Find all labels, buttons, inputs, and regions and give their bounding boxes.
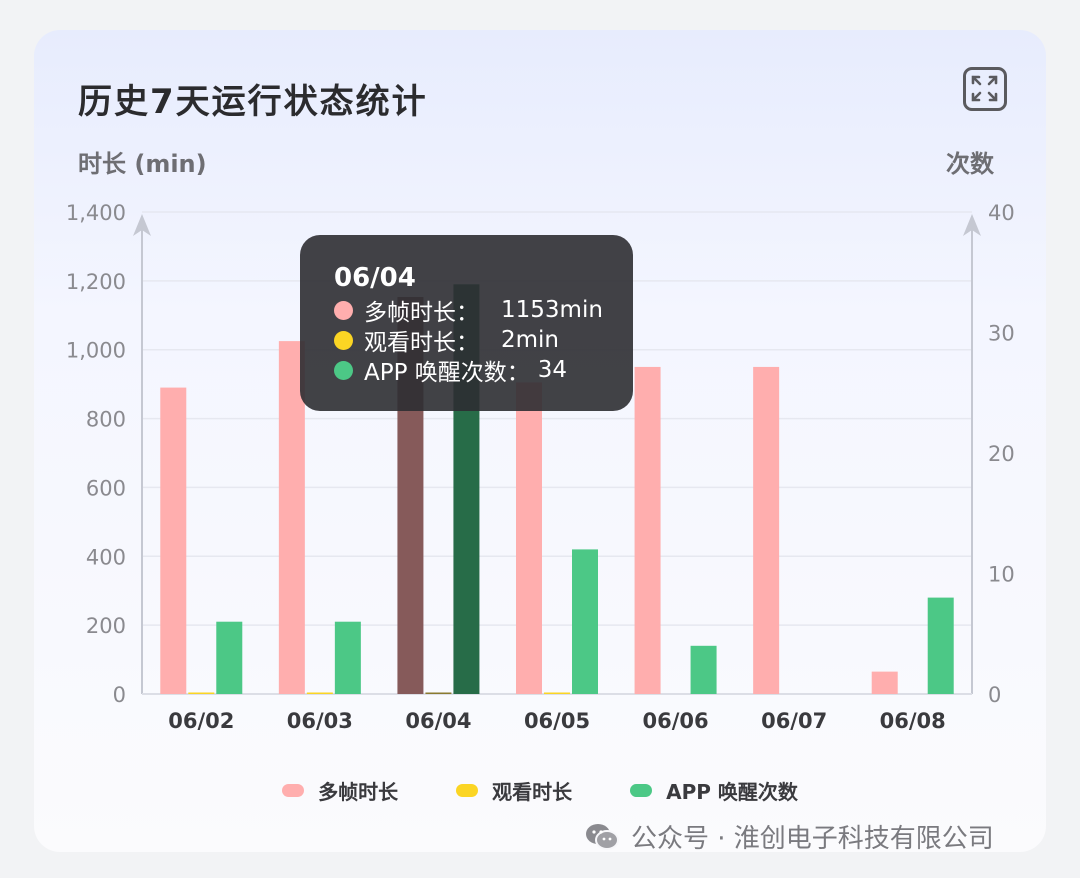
legend-item-watch[interactable]: 观看时长 (456, 776, 572, 805)
left-tick-label: 0 (113, 683, 126, 707)
left-tick-label: 1,400 (66, 201, 126, 225)
right-tick-label: 40 (988, 201, 1015, 225)
bar-app-wake (334, 621, 361, 694)
bar-multi-frame (160, 387, 187, 694)
legend-swatch (456, 784, 479, 797)
bar-app-wake (216, 621, 243, 694)
chart-tooltip: 06/04 多帧时长： 1153min 观看时长： 2min APP 唤醒次数：… (300, 235, 633, 411)
bar-app-wake (927, 597, 954, 694)
tooltip-dot-wake (334, 360, 353, 380)
left-tick-label: 200 (86, 614, 126, 638)
left-axis-unit: 时长 (min) (78, 150, 207, 178)
tooltip-dot-watch (334, 330, 353, 350)
x-tick-label: 06/03 (287, 709, 353, 733)
left-tick-label: 1,200 (66, 270, 126, 294)
chart-legend: 多帧时长 观看时长 APP 唤醒次数 (0, 776, 1080, 805)
tooltip-row-multi-frame: 多帧时长： 1153min (334, 295, 633, 326)
legend-label: 多帧时长 (318, 780, 399, 804)
tooltip-value: 1153min (501, 297, 603, 323)
watermark-text: 公众号 · 淮创电子科技有限公司 (631, 824, 994, 854)
left-tick-label: 800 (86, 408, 126, 432)
bar-multi-frame (278, 341, 305, 694)
right-axis-unit: 次数 (946, 150, 994, 178)
right-tick-label: 0 (988, 683, 1001, 707)
expand-button[interactable] (963, 67, 1007, 111)
tooltip-label: 观看时长： (364, 330, 479, 356)
tooltip-label: 多帧时长： (364, 300, 479, 326)
expand-icon (971, 75, 998, 102)
x-tick-label: 06/02 (168, 709, 234, 733)
bar-multi-frame (516, 382, 542, 694)
bar-app-wake (572, 549, 598, 694)
bar-watch-duration (188, 692, 215, 694)
bar-watch-duration (425, 692, 452, 694)
bar-multi-frame (871, 671, 898, 694)
x-tick-label: 06/04 (405, 709, 471, 733)
bar-watch-duration (544, 692, 570, 694)
left-tick-label: 1,000 (66, 339, 126, 363)
wechat-icon (586, 823, 619, 850)
right-tick-label: 10 (988, 563, 1015, 587)
tooltip-label: APP 唤醒次数： (364, 360, 530, 386)
right-tick-label: 20 (988, 442, 1015, 466)
legend-label: APP 唤醒次数 (666, 780, 798, 804)
bar-multi-frame (634, 366, 661, 694)
x-tick-label: 06/05 (524, 709, 590, 733)
right-tick-label: 30 (988, 322, 1015, 346)
tooltip-date: 06/04 (334, 263, 416, 293)
x-tick-label: 06/06 (643, 709, 709, 733)
bar-multi-frame (753, 366, 780, 694)
legend-item-wake[interactable]: APP 唤醒次数 (630, 776, 798, 805)
legend-label: 观看时长 (492, 780, 573, 804)
tooltip-value: 34 (537, 357, 568, 383)
watermark: 公众号 · 淮创电子科技有限公司 (585, 818, 994, 855)
chart-title: 历史7天运行状态统计 (78, 82, 428, 122)
legend-swatch (630, 784, 653, 797)
x-tick-label: 06/08 (880, 709, 946, 733)
left-axis-arrow (133, 214, 151, 236)
left-tick-label: 400 (86, 545, 126, 569)
legend-item-multi-frame[interactable]: 多帧时长 (282, 776, 398, 805)
tooltip-value: 2min (501, 327, 560, 353)
bar-app-wake (690, 645, 717, 694)
x-tick-label: 06/07 (761, 709, 827, 733)
right-axis-arrow (963, 214, 981, 236)
tooltip-row-watch: 观看时长： 2min (334, 325, 633, 356)
tooltip-row-wake: APP 唤醒次数： 34 (334, 355, 633, 386)
bar-watch-duration (306, 692, 333, 694)
tooltip-dot-multi-frame (334, 300, 353, 320)
legend-swatch (282, 784, 305, 797)
left-tick-label: 600 (86, 476, 126, 500)
